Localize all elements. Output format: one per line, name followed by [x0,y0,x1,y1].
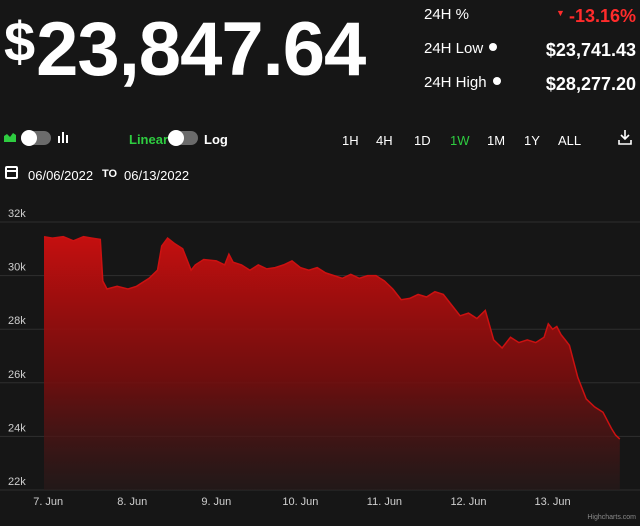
highcharts-credit: Highcharts.com [587,514,636,521]
range-1h-button[interactable]: 1H [342,133,359,148]
x-tick-label: 7. Jun [33,496,63,508]
stat-label: 24H High [424,74,501,91]
current-price: $23,847.64 [4,10,366,88]
x-tick-label: 11. Jun [367,496,402,508]
x-tick-label: 13. Jun [535,496,571,508]
price-value: 23,847.64 [36,7,366,92]
date-to-input[interactable] [124,166,194,184]
range-4h-button[interactable]: 4H [376,133,393,148]
stat-24h-high: 24H High $28,277.20 [424,74,636,98]
chart-toolbar: Linear Log 1H 4H 1D 1W 1M 1Y ALL [0,122,640,152]
y-tick-label: 28k [8,315,26,327]
change-value: -13.16% [568,6,636,26]
chart-type-toggle[interactable] [21,130,51,146]
area-chart-icon[interactable] [4,131,16,143]
x-tick-label: 12. Jun [450,496,486,508]
y-tick-label: 30k [8,262,26,274]
range-1d-button[interactable]: 1D [414,133,431,148]
info-icon[interactable] [489,43,498,51]
low-label: 24H Low [424,40,484,57]
range-1m-button[interactable]: 1M [487,133,506,148]
price-line [43,235,621,440]
y-tick-label: 32k [8,208,26,220]
date-range: TO [0,162,640,188]
price-area [44,236,620,490]
download-icon[interactable] [618,130,632,146]
x-tick-label: 9. Jun [201,496,231,508]
stat-value: $23,741.43 [545,40,636,60]
range-1y-button[interactable]: 1Y [524,133,540,148]
date-from-input[interactable] [28,166,98,184]
caret-down-icon: ▼ [556,8,565,18]
y-tick-label: 24k [8,422,26,434]
stat-label: 24H Low [424,40,498,57]
x-tick-label: 8. Jun [117,496,147,508]
y-tick-label: 26k [8,369,26,381]
high-label: 24H High [424,74,487,91]
stat-label: 24H % [424,6,470,23]
stat-value: $28,277.20 [545,74,636,94]
y-tick-label: 22k [8,476,26,488]
stat-value: ▼ -13.16% [556,6,636,27]
stat-24h-low: 24H Low $23,741.43 [424,40,636,64]
date-to-label: TO [102,168,118,180]
info-icon[interactable] [492,77,501,85]
range-1w-button[interactable]: 1W [450,133,470,148]
scale-log-label[interactable]: Log [204,132,228,147]
currency-symbol: $ [4,10,35,73]
calendar-icon[interactable] [5,166,18,179]
range-all-button[interactable]: ALL [558,133,582,148]
x-tick-label: 10. Jun [282,496,318,508]
bar-chart-icon[interactable] [58,131,69,143]
scale-linear-label[interactable]: Linear [129,132,169,147]
stat-24h-change: 24H % ▼ -13.16% [424,6,636,30]
scale-toggle[interactable] [168,130,198,146]
